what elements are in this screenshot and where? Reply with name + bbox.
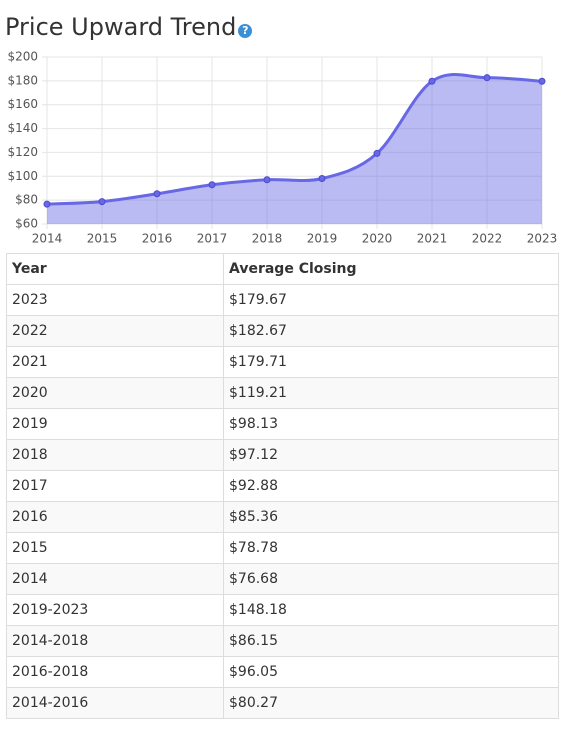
header-cell: Average Closing bbox=[223, 253, 559, 285]
table-cell: $179.71 bbox=[223, 346, 559, 378]
help-icon[interactable]: ? bbox=[238, 24, 253, 38]
table-cell: 2014-2018 bbox=[6, 625, 224, 657]
y-tick-label: $80 bbox=[15, 193, 38, 207]
chart: $60 $80 $100 $120 $140 $160 $180 $200 2014 2015 20… bbox=[7, 50, 558, 246]
header-cell: Year bbox=[6, 253, 224, 285]
table-row: 2016-2018 $96.05 bbox=[6, 656, 559, 688]
table-row: 2014-2016 $80.27 bbox=[6, 687, 559, 719]
table-cell: 2014-2016 bbox=[6, 687, 224, 719]
table-cell: $98.13 bbox=[223, 408, 559, 440]
point bbox=[428, 77, 436, 85]
y-tick-label: $200 bbox=[7, 50, 38, 64]
chart-title: Price Upward Trend bbox=[5, 13, 237, 41]
x-tick-label: 2019 bbox=[307, 232, 338, 246]
table-cell: $97.12 bbox=[223, 439, 559, 471]
x-tick-label: 2018 bbox=[252, 232, 283, 246]
x-tick-label: 2023 bbox=[527, 232, 558, 246]
table-cell: $80.27 bbox=[223, 687, 559, 719]
table-cell: $119.21 bbox=[223, 377, 559, 409]
table-row: 2016 $85.36 bbox=[6, 501, 559, 533]
point bbox=[43, 200, 51, 208]
table-row: 2018 $97.12 bbox=[6, 439, 559, 471]
point bbox=[373, 149, 381, 157]
title-wrap: Price Upward Trend? bbox=[5, 13, 253, 41]
y-tick-label: $160 bbox=[7, 97, 38, 111]
x-tick-label: 2020 bbox=[362, 232, 393, 246]
table-cell: 2023 bbox=[6, 284, 224, 316]
table-cell: 2014 bbox=[6, 563, 224, 595]
y-tick-label: $140 bbox=[7, 121, 38, 135]
table-cell: $148.18 bbox=[223, 594, 559, 626]
table-row: 2023 $179.67 bbox=[6, 284, 559, 316]
point bbox=[153, 190, 161, 198]
header-row: Year Average Closing bbox=[6, 253, 559, 285]
x-tick-label: 2016 bbox=[142, 232, 173, 246]
table-cell: 2017 bbox=[6, 470, 224, 502]
area bbox=[47, 74, 542, 224]
x-tick-label: 2021 bbox=[417, 232, 448, 246]
point bbox=[483, 74, 491, 82]
point bbox=[208, 181, 216, 189]
table-cell: 2016 bbox=[6, 501, 224, 533]
table-row: 2020 $119.21 bbox=[6, 377, 559, 409]
table-cell: $78.78 bbox=[223, 532, 559, 564]
y-tick-label: $180 bbox=[7, 73, 38, 87]
table-cell: 2021 bbox=[6, 346, 224, 378]
point bbox=[318, 175, 326, 183]
table-cell: $85.36 bbox=[223, 501, 559, 533]
x-tick-label: 2015 bbox=[87, 232, 118, 246]
table-cell: 2019 bbox=[6, 408, 224, 440]
table-row: 2015 $78.78 bbox=[6, 532, 559, 564]
table-cell: 2022 bbox=[6, 315, 224, 347]
table-cell: $86.15 bbox=[223, 625, 559, 657]
x-tick-label: 2017 bbox=[197, 232, 228, 246]
data-table: Year Average Closing 2023 $179.67 2022 $182.… bbox=[6, 253, 559, 719]
x-tick-label: 2022 bbox=[472, 232, 503, 246]
line bbox=[46, 73, 543, 206]
point bbox=[263, 176, 271, 184]
table-cell: 2019-2023 bbox=[6, 594, 224, 626]
table-cell: $92.88 bbox=[223, 470, 559, 502]
x-tick-label: 2014 bbox=[32, 232, 63, 246]
point bbox=[98, 198, 106, 206]
y-tick-label: $100 bbox=[7, 169, 38, 183]
y-tick-label: $120 bbox=[7, 145, 38, 159]
table-row: 2019-2023 $148.18 bbox=[6, 594, 559, 626]
table-cell: $76.68 bbox=[223, 563, 559, 595]
table-cell: 2018 bbox=[6, 439, 224, 471]
table-row: 2017 $92.88 bbox=[6, 470, 559, 502]
table-row: 2019 $98.13 bbox=[6, 408, 559, 440]
table-cell: 2020 bbox=[6, 377, 224, 409]
table-cell: 2016-2018 bbox=[6, 656, 224, 688]
table-row: 2021 $179.71 bbox=[6, 346, 559, 378]
point bbox=[538, 77, 546, 85]
y-tick-label: $60 bbox=[15, 217, 38, 231]
table-cell: $179.67 bbox=[223, 284, 559, 316]
table-cell: 2015 bbox=[6, 532, 224, 564]
table-row: 2014 $76.68 bbox=[6, 563, 559, 595]
table-row: 2014-2018 $86.15 bbox=[6, 625, 559, 657]
table-cell: $96.05 bbox=[223, 656, 559, 688]
table-row: 2022 $182.67 bbox=[6, 315, 559, 347]
table-cell: $182.67 bbox=[223, 315, 559, 347]
